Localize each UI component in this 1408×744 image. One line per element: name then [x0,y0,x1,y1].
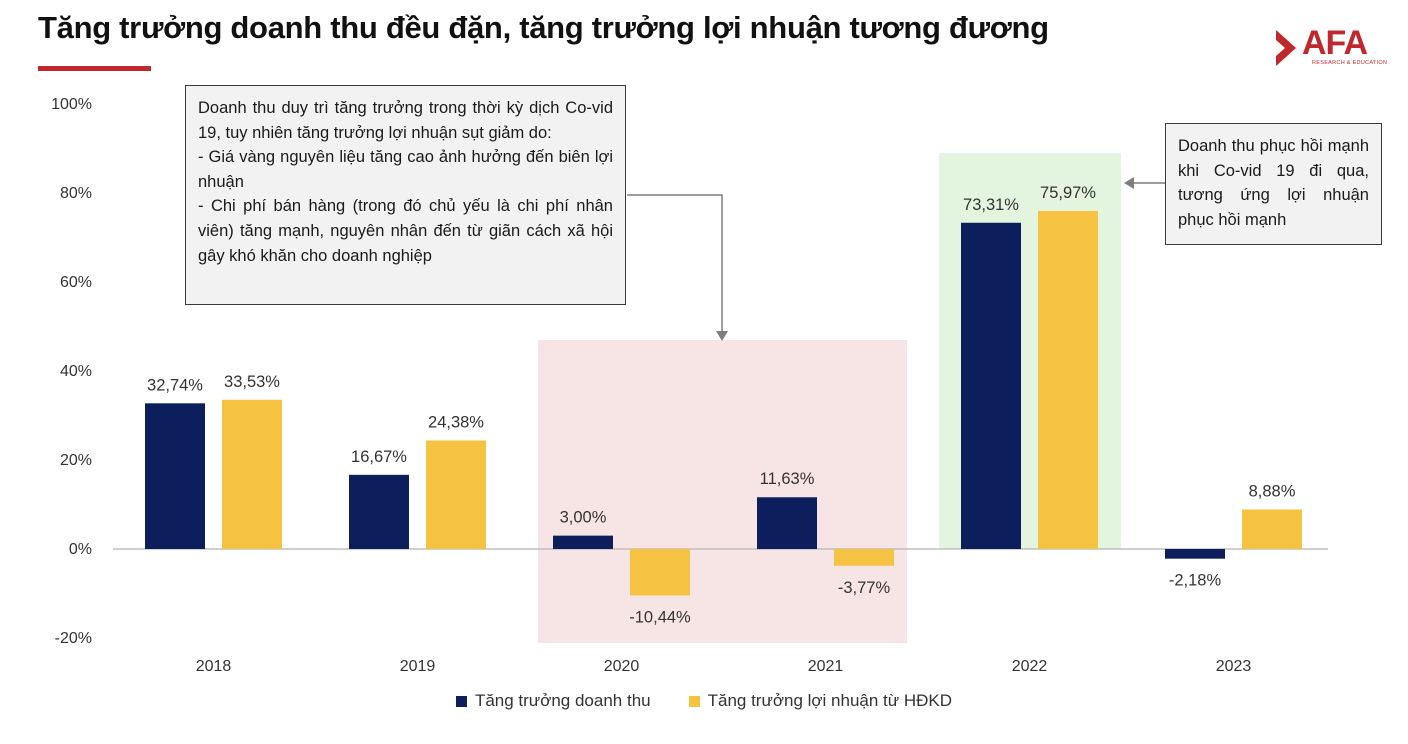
x-tick-label-2021: 2021 [808,658,844,675]
afa-logo: AFA RESEARCH & EDUCATION [1272,24,1392,70]
x-tick-label-2020: 2020 [604,658,640,675]
page-title: Tăng trưởng doanh thu đều đặn, tăng trưở… [38,10,1049,45]
x-tick-label-2022: 2022 [1012,658,1048,675]
chart-legend: Tăng trưởng doanh thu Tăng trưởng lợi nh… [0,691,1408,711]
x-tick-label-2023: 2023 [1216,658,1252,675]
data-label-revenue-2019: 16,67% [351,448,407,466]
bar-profit-2023 [1242,509,1302,549]
data-label-profit-2021: -3,77% [838,579,891,597]
bar-revenue-2023 [1165,549,1225,559]
callout-covid-reason-1: - Giá vàng nguyên liệu tăng cao ảnh hưởn… [198,148,613,191]
title-underline [38,66,151,71]
y-tick-label: 0% [69,541,92,558]
data-label-revenue-2020: 3,00% [560,509,607,527]
data-label-profit-2018: 33,53% [224,373,280,391]
y-tick-label: 20% [60,452,92,469]
legend-label-profit: Tăng trưởng lợi nhuận từ HĐKD [707,691,953,710]
x-tick-label-2018: 2018 [196,658,232,675]
bar-profit-2019 [426,440,486,549]
y-tick-label: 80% [60,185,92,202]
bar-profit-2018 [222,399,282,549]
callout-recovery: Doanh thu phục hồi mạnh khi Co-vid 19 đi… [1165,123,1382,245]
data-label-revenue-2023: -2,18% [1169,572,1222,590]
logo-text: AFA [1302,24,1368,62]
data-label-revenue-2018: 32,74% [147,376,203,394]
bar-profit-2022 [1038,210,1098,549]
callout-covid-reason-2: - Chi phí bán hàng (trong đó chủ yếu là … [198,197,613,265]
callout-covid-intro: Doanh thu duy trì tăng trưởng trong thời… [198,99,613,142]
legend-label-revenue: Tăng trưởng doanh thu [474,691,651,710]
bar-revenue-2019 [349,474,409,549]
y-tick-label: 100% [51,96,92,113]
x-tick-label-2019: 2019 [400,658,436,675]
y-tick-label: 60% [60,274,92,291]
y-tick-label: 40% [60,363,92,380]
logo-tagline: RESEARCH & EDUCATION [1312,60,1388,66]
bar-profit-2020 [630,549,690,596]
callout-covid-impact: Doanh thu duy trì tăng trưởng trong thời… [185,85,626,305]
bar-revenue-2018 [145,403,205,549]
legend-swatch-profit [688,695,700,707]
data-label-profit-2022: 75,97% [1040,184,1096,202]
data-label-profit-2019: 24,38% [428,414,484,432]
y-tick-label: -20% [55,630,92,647]
bar-revenue-2021 [757,497,817,549]
legend-item-revenue: Tăng trưởng doanh thu [455,691,651,711]
data-label-profit-2020: -10,44% [629,608,691,626]
callout-connector-covid [627,194,723,333]
highlight-band-covid [538,340,907,643]
data-label-profit-2023: 8,88% [1249,482,1296,500]
data-label-revenue-2022: 73,31% [963,196,1019,214]
legend-item-profit: Tăng trưởng lợi nhuận từ HĐKD [688,691,953,711]
callout-arrowhead-recovery [1124,177,1134,189]
callout-arrowhead-covid [716,331,728,341]
bar-revenue-2020 [553,535,613,549]
legend-swatch-revenue [455,695,467,707]
bar-profit-2021 [834,549,894,566]
bar-revenue-2022 [961,222,1021,549]
data-label-revenue-2021: 11,63% [760,470,815,488]
